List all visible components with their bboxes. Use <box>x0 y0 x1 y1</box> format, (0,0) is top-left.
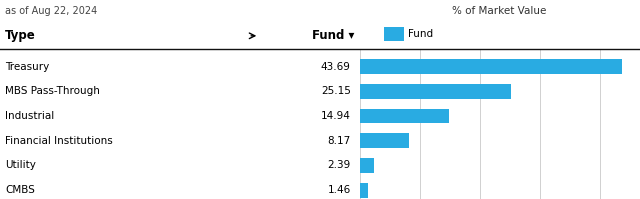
Text: CMBS: CMBS <box>5 185 35 195</box>
Text: 25.15: 25.15 <box>321 86 351 96</box>
Text: 14.94: 14.94 <box>321 111 351 121</box>
FancyBboxPatch shape <box>384 27 404 41</box>
Text: Fund: Fund <box>408 29 433 39</box>
FancyBboxPatch shape <box>360 59 622 74</box>
Text: MBS Pass-Through: MBS Pass-Through <box>5 86 100 96</box>
Text: 43.69: 43.69 <box>321 62 351 72</box>
Text: Utility: Utility <box>5 160 36 170</box>
Text: as of Aug 22, 2024: as of Aug 22, 2024 <box>5 6 97 16</box>
Text: Fund ▾: Fund ▾ <box>312 29 354 42</box>
Text: Financial Institutions: Financial Institutions <box>5 136 113 146</box>
Text: 8.17: 8.17 <box>328 136 351 146</box>
Text: Industrial: Industrial <box>5 111 54 121</box>
FancyBboxPatch shape <box>360 108 449 123</box>
Text: 1.46: 1.46 <box>328 185 351 195</box>
FancyBboxPatch shape <box>360 183 369 197</box>
FancyBboxPatch shape <box>360 133 409 148</box>
FancyBboxPatch shape <box>360 84 511 99</box>
Text: % of Market Value: % of Market Value <box>452 6 547 16</box>
Text: 2.39: 2.39 <box>328 160 351 170</box>
Text: Type: Type <box>5 29 36 42</box>
Text: Treasury: Treasury <box>5 62 49 72</box>
FancyBboxPatch shape <box>360 158 374 173</box>
